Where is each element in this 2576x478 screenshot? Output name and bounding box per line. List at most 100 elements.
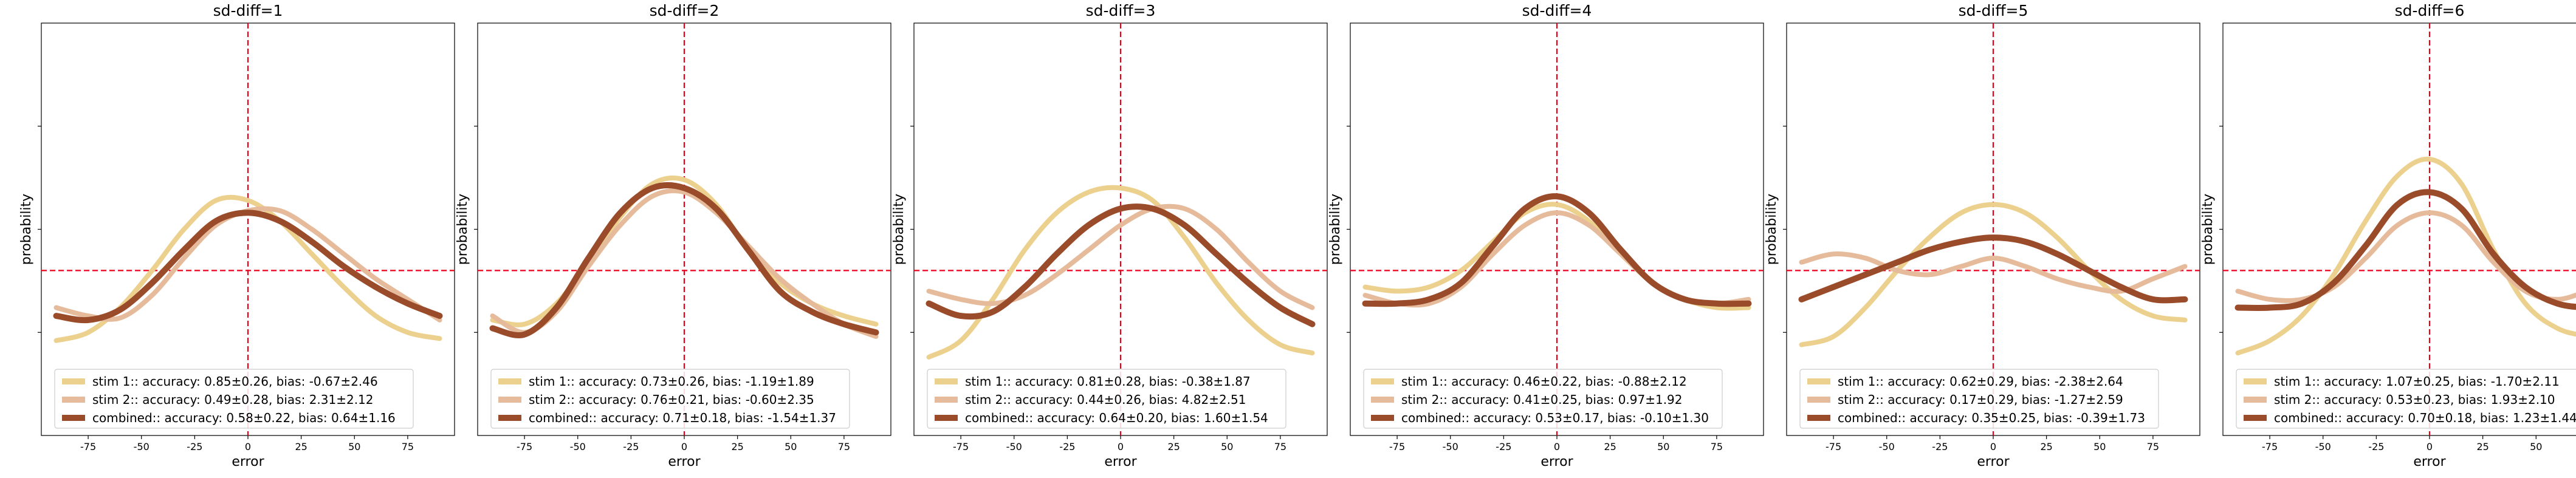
x-tick-label: 0 [1554, 441, 1560, 452]
y-axis-label: probability [455, 194, 470, 265]
series-line-stim2 [926, 203, 1315, 310]
x-tick-label: -75 [517, 441, 532, 452]
x-tick-label: 50 [785, 441, 797, 452]
legend-entry-stim2: stim 2:: accuracy: 0.49±0.28, bias: 2.31… [92, 392, 374, 407]
panel-6: sd-diff=6-75-50-250255075errorprobabilit… [2200, 2, 2576, 469]
panel-title: sd-diff=3 [1086, 2, 1156, 19]
legend-entry-combined: combined:: accuracy: 0.53±0.17, bias: -0… [1401, 411, 1709, 425]
legend-box [54, 369, 414, 429]
legend: stim 1:: accuracy: 0.62±0.29, bias: -2.3… [1799, 369, 2159, 429]
x-tick-label: 25 [731, 441, 743, 452]
x-tick-label: 0 [1990, 441, 1996, 452]
series-line-combined [2234, 189, 2576, 311]
x-tick-label: 75 [1274, 441, 1286, 452]
legend-entry-combined: combined:: accuracy: 0.70±0.18, bias: 1.… [2274, 411, 2576, 425]
legend-entry-stim1: stim 1:: accuracy: 0.81±0.28, bias: -0.3… [965, 374, 1251, 389]
x-tick-label: -75 [953, 441, 969, 452]
x-tick-label: 0 [245, 441, 251, 452]
series-line-stim1 [2235, 156, 2576, 356]
legend-entry-stim1: stim 1:: accuracy: 0.73±0.26, bias: -1.1… [529, 374, 814, 389]
x-axis-label: error [1540, 454, 1573, 469]
legend-entry-stim2: stim 2:: accuracy: 0.76±0.21, bias: -0.6… [529, 392, 814, 407]
x-tick-label: -50 [2315, 441, 2331, 452]
y-axis-label: probability [1764, 194, 1779, 265]
x-tick-label: 50 [2093, 441, 2106, 452]
x-tick-label: 50 [1221, 441, 1233, 452]
series-line-stim2 [1799, 251, 2188, 294]
x-tick-label: -50 [1879, 441, 1895, 452]
series-line-combined [1798, 234, 2188, 304]
x-tick-label: -75 [1389, 441, 1405, 452]
x-tick-label: -25 [2368, 441, 2384, 452]
legend-entry-stim1: stim 1:: accuracy: 0.62±0.29, bias: -2.3… [1838, 374, 2123, 389]
legend-box [927, 369, 1286, 429]
series-line-combined [489, 182, 879, 338]
x-tick-label: 75 [402, 441, 414, 452]
x-tick-label: -25 [187, 441, 202, 452]
legend-entry-stim1: stim 1:: accuracy: 0.85±0.26, bias: -0.6… [92, 374, 378, 389]
x-tick-label: -25 [1932, 441, 1948, 452]
x-tick-label: -50 [570, 441, 586, 452]
x-tick-label: -25 [1059, 441, 1075, 452]
x-tick-label: 25 [2040, 441, 2052, 452]
legend-entry-stim2: stim 2:: accuracy: 0.41±0.25, bias: 0.97… [1401, 392, 1683, 407]
panel-1: sd-diff=1 -75 -50 -25 0 25 50 75 error probabilit… [19, 2, 455, 469]
x-tick-label: 50 [1657, 441, 1669, 452]
y-axis-label: probability [1328, 194, 1343, 265]
series-line-stim1 [1799, 202, 2188, 347]
legend: stim 1:: accuracy: 0.73±0.26, bias: -1.1… [490, 369, 850, 429]
x-tick-label: 50 [348, 441, 360, 452]
x-tick-label: 0 [681, 441, 687, 452]
x-tick-label: -25 [623, 441, 639, 452]
y-axis-label: probability [19, 194, 34, 265]
panel-5: sd-diff=5 -75 -50 -25 0 25 50 75 error probabilit… [1764, 2, 2200, 469]
series-line-combined [926, 203, 1316, 327]
x-tick-label: 0 [2427, 441, 2433, 452]
panel-title: sd-diff=6 [2395, 2, 2465, 19]
series-line-stim2 [2235, 210, 2576, 304]
legend-entry-stim1: stim 1:: accuracy: 0.46±0.22, bias: -0.8… [1401, 374, 1687, 389]
legend: stim 1:: accuracy: 0.46±0.22, bias: -0.8… [1363, 369, 1723, 429]
series-line-stim1 [926, 185, 1315, 360]
legend: stim 1:: accuracy: 0.85±0.26, bias: -0.6… [54, 369, 414, 429]
panel-title: sd-diff=4 [1522, 2, 1592, 19]
legend: stim 1:: accuracy: 0.81±0.28, bias: -0.3… [927, 369, 1286, 429]
x-tick-label: -50 [1006, 441, 1022, 452]
series-line-combined [53, 210, 443, 324]
panel-title: sd-diff=1 [213, 2, 283, 19]
x-tick-label: -75 [80, 441, 96, 452]
x-tick-label: 75 [838, 441, 850, 452]
x-axis-label: error [232, 454, 264, 469]
panel-title: sd-diff=2 [650, 2, 720, 19]
legend-box [1363, 369, 1723, 429]
x-tick-label: -50 [1443, 441, 1458, 452]
legend-entry-stim2: stim 2:: accuracy: 0.17±0.29, bias: -1.2… [1838, 392, 2123, 407]
x-tick-label: 0 [1118, 441, 1124, 452]
x-axis-label: error [2413, 454, 2446, 469]
y-axis-label: probability [2200, 194, 2216, 265]
panel-title: sd-diff=5 [1959, 2, 2028, 19]
legend-entry-combined: combined:: accuracy: 0.35±0.25, bias: -0… [1838, 411, 2145, 425]
y-axis-label: probability [891, 194, 907, 265]
x-tick-label: 25 [2476, 441, 2488, 452]
legend: stim 1:: accuracy: 1.07±0.25, bias: -1.7… [2236, 369, 2576, 429]
legend-entry-combined: combined:: accuracy: 0.58±0.22, bias: 0.… [92, 411, 396, 425]
x-tick-label: -50 [134, 441, 149, 452]
x-axis-label: error [1977, 454, 2010, 469]
x-tick-label: 75 [2147, 441, 2159, 452]
x-tick-label: -25 [1496, 441, 1511, 452]
legend-box [1799, 369, 2159, 429]
legend-entry-combined: combined:: accuracy: 0.71±0.18, bias: -1… [529, 411, 836, 425]
panel-4: sd-diff=4 -75 -50 -25 0 25 50 75 error probabilit… [1328, 2, 1764, 469]
x-tick-label: 25 [1604, 441, 1616, 452]
x-tick-label: -75 [1826, 441, 1841, 452]
x-tick-label: -75 [2262, 441, 2278, 452]
x-tick-label: 25 [1167, 441, 1180, 452]
panel-2: sd-diff=2 -75 -50 -25 0 25 50 75 error probabilit… [455, 2, 891, 469]
series-line-combined [1362, 193, 1752, 307]
legend-box [2236, 369, 2576, 429]
legend-entry-combined: combined:: accuracy: 0.64±0.20, bias: 1.… [965, 411, 1268, 425]
x-tick-label: 75 [1711, 441, 1723, 452]
legend-entry-stim1: stim 1:: accuracy: 1.07±0.25, bias: -1.7… [2274, 374, 2560, 389]
